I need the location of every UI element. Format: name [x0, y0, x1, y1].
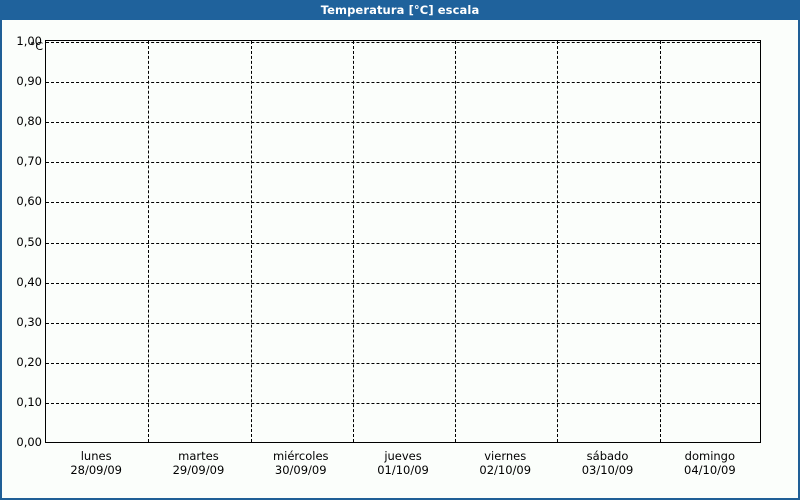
- x-axis-day-name: miércoles: [272, 449, 329, 463]
- y-axis-tick-label: 0,90: [16, 74, 42, 89]
- gridline-horizontal: [46, 82, 760, 84]
- y-axis-tick-label: 0,60: [16, 194, 42, 209]
- gridline-horizontal: [46, 322, 760, 324]
- gridline-horizontal: [46, 122, 760, 124]
- y-axis-tick-label: 0,30: [16, 314, 42, 329]
- x-axis-date: 04/10/09: [684, 463, 736, 477]
- x-axis-day-name: lunes: [80, 449, 112, 463]
- gridline-horizontal: [46, 162, 760, 164]
- x-axis-date: 28/09/09: [70, 463, 122, 477]
- gridline-horizontal: [46, 202, 760, 204]
- title-bar: Temperatura [°C] escala: [0, 0, 800, 20]
- y-axis-tick-label: 0,70: [16, 154, 42, 169]
- gridline-vertical: [352, 41, 354, 442]
- gridline-horizontal: [46, 402, 760, 404]
- gridline-horizontal: [46, 282, 760, 284]
- x-axis-date: 30/09/09: [274, 463, 327, 477]
- x-axis-day-name: viernes: [484, 449, 527, 463]
- x-axis-date: 03/10/09: [581, 463, 634, 477]
- x-axis-tick-label: jueves 01/10/09: [352, 449, 454, 477]
- y-axis-tick-label: 0,00: [16, 435, 42, 449]
- x-axis-tick-label: domingo 04/10/09: [659, 449, 761, 477]
- x-axis-day-name: sábado: [586, 449, 629, 463]
- y-axis-tick-label: 0,80: [16, 114, 42, 129]
- x-axis-day-name: martes: [178, 449, 219, 463]
- y-axis-tick-label: 1,00: [16, 34, 42, 48]
- y-axis-tick-label: 0,20: [16, 354, 42, 369]
- gridline-horizontal: [46, 242, 760, 244]
- x-axis-tick-label: miércoles 30/09/09: [250, 449, 352, 477]
- y-axis-tick-label: 0,10: [16, 394, 42, 409]
- gridline-vertical: [148, 41, 150, 442]
- gridline-vertical: [659, 41, 661, 442]
- gridline-horizontal: [46, 42, 760, 43]
- gridline-vertical: [557, 41, 559, 442]
- x-axis-tick-label: martes 29/09/09: [147, 449, 249, 477]
- x-axis-tick-label: viernes 02/10/09: [454, 449, 556, 477]
- page-title: Temperatura [°C] escala: [320, 3, 480, 17]
- x-axis-date: 01/10/09: [377, 463, 429, 477]
- x-axis-day-name: jueves: [384, 449, 422, 463]
- y-axis-unit-label: °C: [29, 40, 43, 53]
- y-axis-tick-label: 0,40: [16, 274, 42, 289]
- x-axis-tick-label: lunes 28/09/09: [45, 449, 147, 477]
- gridline-vertical: [455, 41, 457, 442]
- gridline-vertical: [250, 41, 252, 442]
- y-axis-unit-wrapper: °C: [2, 40, 43, 54]
- x-axis-day-name: domingo: [684, 449, 736, 463]
- x-axis-date: 02/10/09: [479, 463, 532, 477]
- gridline-horizontal: [46, 362, 760, 364]
- x-axis-date: 29/09/09: [172, 463, 225, 477]
- plot-area: [45, 40, 761, 443]
- x-axis-tick-label: sábado 03/10/09: [556, 449, 658, 477]
- y-axis-tick-label: 0,50: [16, 234, 42, 249]
